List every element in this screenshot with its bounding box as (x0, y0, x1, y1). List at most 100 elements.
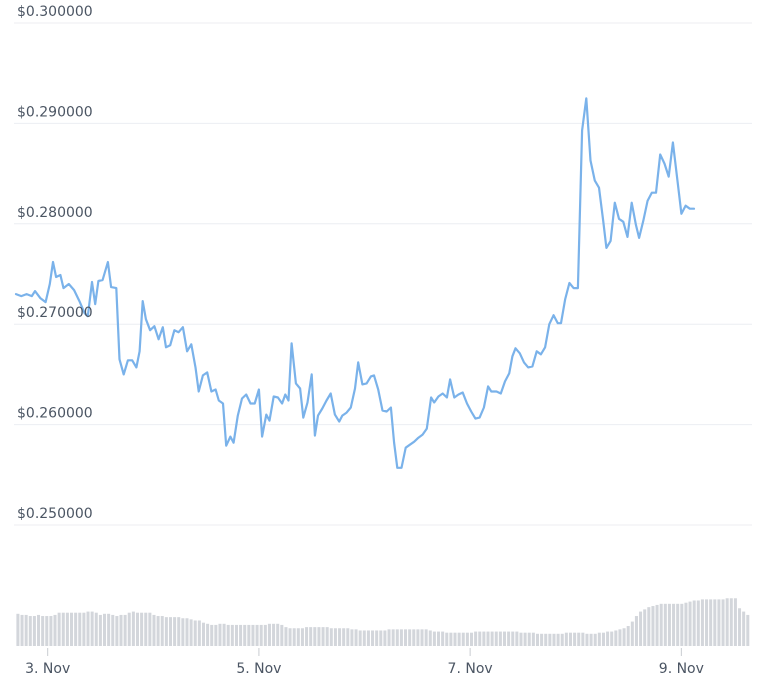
volume-bar (432, 631, 436, 646)
volume-bar (350, 629, 354, 646)
volume-bar (437, 631, 441, 646)
volume-bar (729, 598, 733, 646)
volume-bar (333, 628, 337, 646)
volume-bar (313, 627, 317, 646)
volume-bar (614, 630, 618, 646)
volume-bar (383, 630, 387, 646)
volume-bar (478, 631, 482, 646)
volume-bar (177, 617, 181, 646)
volume-bar (408, 629, 412, 646)
volume-bar (676, 603, 680, 646)
volume-bar (412, 629, 416, 646)
volume-bar (585, 633, 589, 646)
volume-bar (705, 599, 709, 646)
volume-bar (45, 616, 49, 646)
volume-bar (593, 633, 597, 646)
volume-bar (556, 633, 560, 646)
volume-bar (581, 632, 585, 646)
volume-bar (696, 600, 700, 646)
volume-bar (379, 630, 383, 646)
y-tick-label: $0.260000 (17, 406, 93, 422)
volume-bar (399, 629, 403, 646)
volume-bar (643, 609, 647, 646)
volume-bar (123, 614, 127, 646)
volume-bar (267, 623, 271, 646)
volume-bar (82, 612, 86, 646)
volume-bar (486, 631, 490, 646)
volume-bar (535, 633, 539, 646)
volume-bar (540, 633, 544, 646)
volume-bar (428, 630, 432, 646)
volume-bar (680, 603, 684, 646)
volume-bar (354, 629, 358, 646)
volume-bar (465, 632, 469, 646)
volume-bar (65, 612, 69, 646)
volume-bar (721, 599, 725, 646)
volume-bar (140, 612, 144, 646)
volume-bar (193, 620, 197, 646)
volume-bar (329, 628, 333, 646)
volume-bar (206, 623, 210, 646)
volume-bar (688, 601, 692, 646)
volume-bar (577, 632, 581, 646)
volume-bar (102, 613, 107, 646)
volume-bar (387, 629, 391, 646)
volume-bar (272, 623, 276, 646)
volume-bar (742, 611, 746, 646)
volume-bar (544, 633, 548, 646)
volume-bar (230, 624, 234, 646)
volume-bar (449, 632, 453, 646)
y-tick-label: $0.280000 (17, 205, 93, 221)
volume-bar (630, 621, 634, 646)
volume-bar (214, 624, 218, 646)
volume-bar (474, 631, 478, 646)
volume-bar (738, 608, 742, 646)
volume-bar (515, 631, 519, 646)
volume-bar (94, 612, 98, 646)
volume-bar (507, 631, 511, 646)
volume-bar (156, 616, 160, 646)
volume-bar (519, 632, 523, 646)
volume-bar (445, 632, 449, 646)
volume-bar (127, 612, 131, 646)
volume-bar (259, 624, 263, 646)
volume-bar (263, 624, 267, 646)
volume-bar (24, 614, 28, 646)
price-line (14, 97, 696, 469)
volume-bar (659, 603, 663, 646)
volume-bar (284, 627, 288, 646)
volume-bar (441, 631, 445, 646)
volume-bar (226, 624, 230, 646)
volume-bar (107, 613, 111, 646)
volume-bar (201, 622, 205, 646)
volume-bar (548, 633, 552, 646)
y-axis-labels: $0.300000 $0.290000 $0.280000 $0.270000 $0.2… (17, 4, 93, 522)
volume-bar (115, 616, 119, 646)
volume-bar (222, 623, 226, 646)
y-tick-label: $0.270000 (17, 305, 93, 321)
volume-bar (210, 624, 214, 646)
x-axis: 3. Nov 5. Nov 7. Nov 9. Nov (25, 648, 704, 677)
volume-bar (251, 624, 255, 646)
volume-bar (573, 632, 577, 646)
volume-bar (305, 627, 309, 646)
volume-bar (20, 614, 24, 646)
volume-bar (131, 611, 135, 646)
volume-bar (667, 603, 671, 646)
x-tick-label: 9. Nov (659, 661, 704, 677)
volume-bar (197, 620, 201, 646)
volume-bar (37, 614, 41, 646)
volume-bar (589, 633, 593, 646)
volume-bar (243, 624, 247, 646)
x-tick-label: 5. Nov (236, 661, 281, 677)
volume-bar (366, 630, 370, 646)
volume-bar (152, 614, 156, 646)
volume-bar (552, 633, 556, 646)
price-series (14, 97, 696, 469)
volume-bar (247, 624, 251, 646)
volume-bar (639, 611, 643, 646)
y-tick-label: $0.250000 (17, 506, 93, 522)
volume-bar (523, 632, 527, 646)
volume-bar (173, 617, 177, 646)
y-tick-label: $0.290000 (17, 104, 93, 120)
